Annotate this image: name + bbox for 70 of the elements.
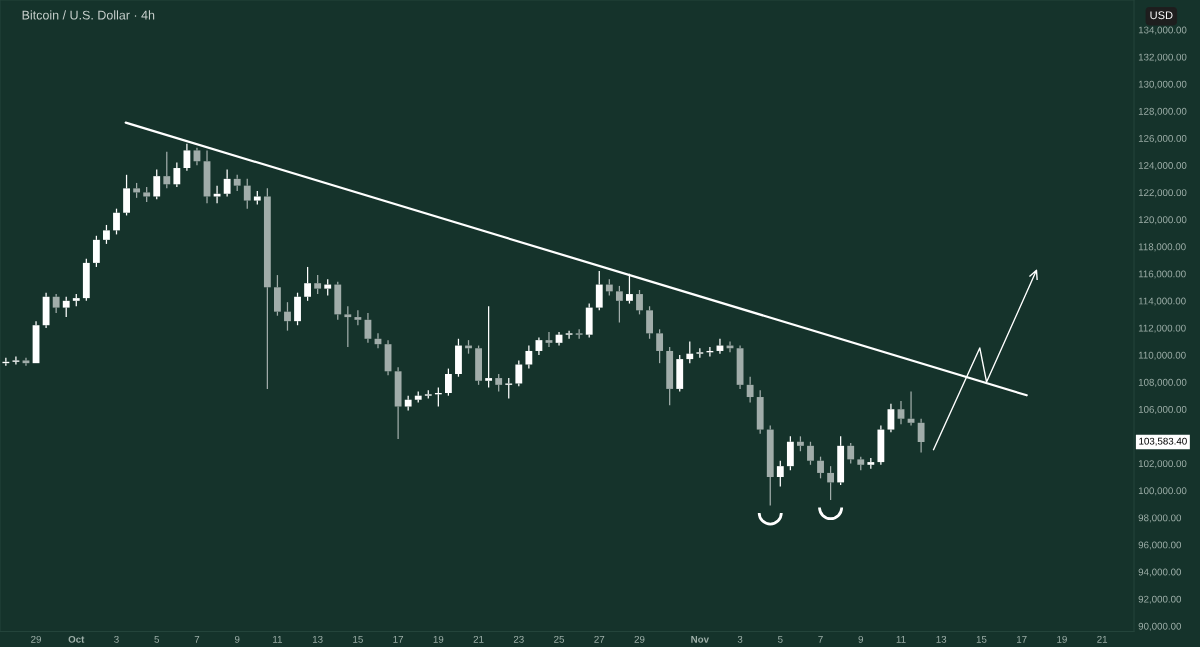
x-tick-label: Oct — [68, 635, 85, 643]
y-tick-label: 94,000.00 — [1138, 568, 1182, 577]
x-tick-label: 21 — [1097, 635, 1108, 643]
y-tick-label: 130,000.00 — [1138, 80, 1187, 89]
x-tick-label: 7 — [818, 636, 823, 643]
y-tick-label: 98,000.00 — [1138, 514, 1182, 523]
y-tick-label: 108,000.00 — [1138, 378, 1187, 387]
y-tick-label: 90,000.00 — [1138, 622, 1182, 631]
candlestick — [42, 292, 50, 329]
x-tick-label: 23 — [513, 635, 524, 643]
x-tick-label: 27 — [594, 635, 605, 643]
y-tick-label: 116,000.00 — [1138, 270, 1186, 279]
candlestick — [897, 400, 905, 425]
candlestick — [877, 424, 885, 466]
y-tick-label: 92,000.00 — [1138, 595, 1182, 604]
y-tick-label: 106,000.00 — [1138, 405, 1187, 414]
y-tick-label: 134,000.00 — [1138, 26, 1187, 35]
y-tick-label: 102,000.00 — [1138, 460, 1187, 469]
candlestick — [917, 418, 925, 454]
candlestick — [22, 357, 30, 367]
x-tick-label: 3 — [737, 635, 743, 643]
y-tick-label: 132,000.00 — [1138, 53, 1187, 62]
x-tick-label: 7 — [194, 636, 200, 643]
y-tick-label: 100,000.00 — [1138, 487, 1187, 496]
x-tick-label: 25 — [554, 635, 565, 643]
y-tick-label: 114,000.00 — [1138, 297, 1186, 306]
x-tick-label: 11 — [273, 636, 282, 643]
candlestick — [12, 355, 20, 366]
candlestick — [746, 376, 754, 404]
x-tick-label: 5 — [777, 636, 783, 643]
y-tick-label: 96,000.00 — [1138, 541, 1182, 550]
x-tick-label: 15 — [976, 636, 987, 643]
candlestick — [626, 273, 633, 305]
y-tick-label: 122,000.00 — [1138, 189, 1187, 198]
text: USD — [1150, 11, 1173, 20]
x-tick-label: 5 — [154, 636, 160, 643]
x-tick-label: Nov — [691, 636, 709, 643]
candlestick — [183, 143, 191, 172]
candlestick — [525, 344, 533, 370]
y-tick-label: 120,000.00 — [1138, 216, 1187, 225]
x-tick-label: 11 — [896, 636, 906, 643]
x-tick-label: 3 — [114, 635, 119, 643]
text: 103,583.40 — [1139, 437, 1187, 446]
candlestick — [223, 168, 231, 198]
x-tick-label: 9 — [234, 635, 240, 643]
x-tick-label: 21 — [473, 635, 484, 643]
x-tick-label: 19 — [433, 635, 444, 643]
text: Bitcoin / U.S. Dollar · 4h — [22, 10, 155, 20]
candlestick — [515, 359, 523, 387]
y-tick-label: 124,000.00 — [1138, 162, 1187, 171]
y-tick-label: 118,000.00 — [1138, 243, 1186, 252]
x-tick-label: 19 — [1057, 635, 1067, 643]
x-tick-label: 15 — [353, 636, 363, 643]
candlestick — [766, 424, 774, 507]
x-tick-label: 13 — [312, 635, 323, 643]
x-tick-label: 9 — [858, 635, 864, 643]
y-tick-label: 112,000.00 — [1138, 324, 1186, 333]
x-tick-label: 17 — [393, 636, 404, 643]
x-tick-label: 29 — [634, 635, 645, 643]
x-tick-label: 17 — [1017, 636, 1027, 643]
candlestick — [545, 331, 553, 348]
candlestick — [394, 366, 402, 440]
candlestick — [354, 309, 362, 326]
x-tick-label: 29 — [31, 635, 41, 643]
candlestick — [565, 330, 573, 340]
y-tick-label: 110,000.00 — [1138, 351, 1186, 360]
y-tick-label: 126,000.00 — [1138, 134, 1187, 143]
x-tick-label: 13 — [936, 635, 947, 643]
candlestick — [887, 403, 895, 433]
y-tick-label: 128,000.00 — [1138, 107, 1187, 116]
